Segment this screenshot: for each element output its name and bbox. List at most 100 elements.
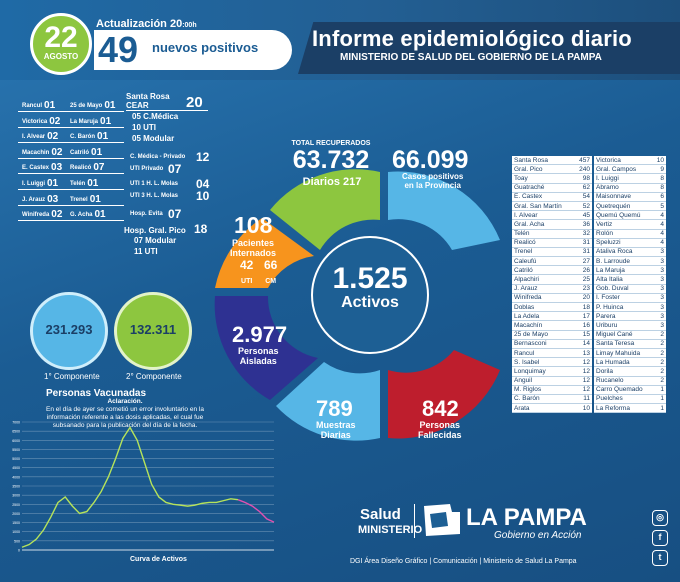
active-curve-chart: 7000650060005500500045004000350030002500… [12, 421, 275, 553]
utip-value: 07 [168, 162, 182, 176]
table-cell-name: Rancul [514, 349, 535, 357]
table-row: I. Alvear 45 [512, 211, 592, 221]
table-cell-value: 9 [660, 165, 664, 173]
location-value: 03 [47, 193, 59, 205]
location-name: 25 de Mayo [70, 103, 103, 109]
santa-rosa-modular: 05 Modular [132, 134, 175, 143]
location-item: Winifreda 02 [22, 209, 62, 220]
location-item: 25 de Mayo 01 [70, 100, 115, 111]
location-name: Macachin [22, 149, 50, 156]
ring-muestras [276, 362, 380, 441]
ring-internados [215, 218, 314, 288]
table-cell-name: Rolón [596, 230, 613, 238]
table-cell-value: 1 [660, 404, 664, 412]
table-cell-value: 2 [660, 340, 664, 348]
location-item: Telén 01 [70, 178, 98, 189]
cases-value: 66.099 [392, 146, 469, 174]
table-cell-value: 25 [582, 276, 590, 284]
cases-table-right: Victorica 10 Gral. Campos 9 I. Luiggi 8 Abramo… [594, 156, 666, 414]
location-value: 02 [47, 131, 59, 143]
table-cell-name: B. Larroude [596, 257, 630, 265]
table-cell-value: 13 [582, 349, 590, 357]
santa-rosa-value: 20 [186, 94, 203, 111]
divider [66, 220, 124, 222]
pico-label: Hosp. Gral. Pico [124, 226, 186, 235]
table-cell-value: 52 [582, 202, 590, 210]
table-cell-value: 6 [660, 193, 664, 201]
table-cell-name: I. Alvear [514, 211, 538, 219]
y-tick-label: 1000 [12, 530, 20, 534]
table-cell-value: 240 [579, 165, 590, 173]
twitter-icon[interactable]: t [652, 550, 668, 566]
y-tick-label: 5500 [12, 448, 20, 452]
table-cell-value: 26 [582, 266, 590, 274]
table-cell-value: 10 [582, 404, 590, 412]
location-item: Trenel 01 [70, 194, 101, 205]
location-value: 01 [89, 193, 101, 205]
table-cell-value: 4 [660, 230, 664, 238]
instagram-icon[interactable]: ◎ [652, 510, 668, 526]
table-cell-name: Rucanelo [596, 377, 624, 385]
salud-logo-text: Salud [360, 506, 401, 523]
location-name: Trenel [70, 196, 88, 203]
location-value: 01 [47, 178, 59, 189]
location-value: 01 [94, 209, 106, 221]
table-row: Arata 10 [512, 404, 592, 414]
gobierno-text: Gobierno en Acción [494, 530, 582, 541]
table-cell-value: 457 [579, 156, 590, 164]
y-tick-label: 1500 [12, 521, 20, 525]
table-cell-value: 2 [660, 331, 664, 339]
table-row: Caleufú 27 [512, 257, 592, 267]
uti-count: 42 UTI [240, 258, 254, 285]
table-cell-value: 3 [660, 312, 664, 320]
table-cell-value: 12 [582, 358, 590, 366]
activos-value: 1.525 [332, 262, 408, 295]
table-row: Gral. Pico 240 [512, 165, 592, 175]
location-name: I. Luiggi [22, 181, 45, 187]
divider [66, 111, 124, 112]
table-cell-value: 98 [582, 174, 590, 182]
y-tick-label: 500 [14, 539, 20, 543]
pico-value: 18 [194, 222, 208, 236]
table-cell-name: Uriburu [596, 321, 618, 329]
santa-rosa-cmedica: 05 C.Médica [132, 112, 179, 121]
clarification-note: Aclaración. En el día de ayer se cometió … [46, 398, 204, 429]
table-row: C. Barón 11 [512, 395, 592, 405]
table-cell-name: Toay [514, 174, 528, 182]
aisladas-value: 2.977 [232, 322, 288, 347]
table-row: Gral. Campos 9 [594, 165, 666, 175]
table-cell-value: 20 [582, 294, 590, 302]
table-row: Gob. Duval 3 [594, 285, 666, 294]
table-cell-name: Lonquimay [514, 367, 546, 375]
table-row: Rolón 4 [594, 230, 666, 239]
table-row: Quetrequén 5 [594, 202, 666, 212]
table-cell-name: Guatraché [514, 184, 545, 192]
internados-value: 108 [234, 212, 273, 238]
location-item: I. Luiggi 01 [22, 178, 58, 189]
table-cell-name: Gob. Duval [596, 285, 629, 293]
table-row: Rancul 13 [512, 349, 592, 359]
table-cell-name: Miguel Cané [596, 331, 633, 339]
table-cell-name: Gral. Acha [514, 220, 545, 228]
vaccine-second-label: 2° Componente [126, 372, 182, 381]
table-cell-value: 8 [660, 184, 664, 192]
table-row: Anguil 12 [512, 377, 592, 386]
table-row: Rucanelo 2 [594, 377, 666, 386]
cases-table-left: Santa Rosa 457 Gral. Pico 240 Toay 98 Guatrach… [512, 156, 592, 414]
table-cell-name: Speluzzi [596, 239, 621, 247]
divider [18, 111, 76, 112]
table-row: Dorila 2 [594, 367, 666, 377]
location-name: I. Alvear [22, 134, 46, 141]
facebook-icon[interactable]: f [652, 530, 668, 546]
table-cell-name: Macachín [514, 321, 543, 329]
muestras-label: Muestras Diarias [316, 420, 356, 440]
table-cell-name: Abramo [596, 184, 619, 192]
daily-recovered: Diarios 217 [302, 176, 362, 188]
table-row: E. Castex 54 [512, 193, 592, 202]
aisladas-label: Personas Aisladas [238, 346, 279, 366]
table-cell-name: Doblas [514, 303, 535, 311]
location-value: 01 [44, 100, 56, 111]
table-row: Bernasconi 14 [512, 340, 592, 349]
table-cell-value: 31 [582, 239, 590, 247]
table-row: J. Arauz 23 [512, 285, 592, 294]
